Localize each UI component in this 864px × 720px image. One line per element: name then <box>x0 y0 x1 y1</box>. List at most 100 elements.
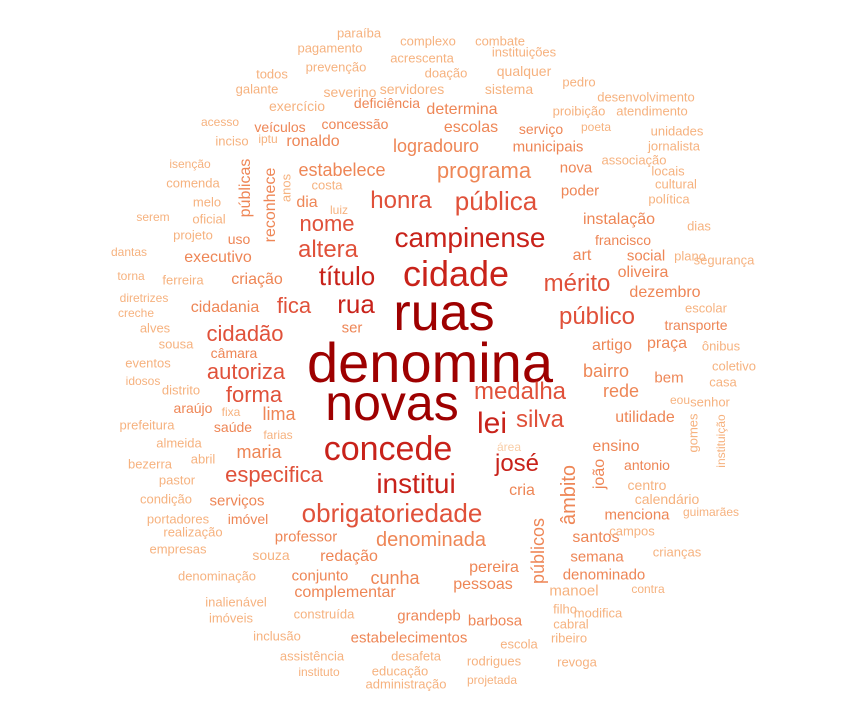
cloud-word: lei <box>476 407 508 440</box>
cloud-word: educação <box>371 663 429 679</box>
cloud-word: denomina <box>307 331 553 394</box>
cloud-word: conjunto <box>291 567 349 585</box>
cloud-word: rede <box>602 381 640 401</box>
cloud-word: portadores <box>146 511 210 527</box>
cloud-word: severino <box>323 84 377 100</box>
cloud-word: dezembro <box>629 284 701 301</box>
cloud-word: servidores <box>379 81 445 97</box>
cloud-word: realização <box>163 524 223 540</box>
cloud-word: saúde <box>213 419 253 435</box>
cloud-word: públicas <box>237 158 254 218</box>
cloud-word: públicos <box>528 517 548 585</box>
cloud-word: oliveira <box>617 264 669 281</box>
cloud-word: santos <box>572 529 620 546</box>
cloud-word: alves <box>139 320 171 336</box>
cloud-word: área <box>496 440 522 454</box>
cloud-word: prefeitura <box>119 417 175 433</box>
cloud-word: veículos <box>254 119 306 135</box>
cloud-word: unidades <box>650 123 704 139</box>
cloud-word: uso <box>227 231 251 247</box>
cloud-word: pedro <box>562 74 596 90</box>
cloud-word: cidade <box>402 253 510 294</box>
cloud-word: jornalista <box>647 138 701 154</box>
cloud-word: menciona <box>604 506 670 524</box>
cloud-word: utilidade <box>615 409 675 426</box>
cloud-word: especifica <box>225 462 323 487</box>
cloud-word: josé <box>494 450 540 477</box>
cloud-word: forma <box>225 382 283 407</box>
cloud-word: criação <box>231 271 283 288</box>
cloud-word: ensino <box>592 438 640 455</box>
cloud-word: executivo <box>184 249 252 266</box>
cloud-word: bairro <box>582 361 630 381</box>
cloud-word: campos <box>609 523 655 539</box>
cloud-word: centro <box>627 477 667 493</box>
cloud-word: transporte <box>664 317 728 333</box>
cloud-word: silva <box>515 406 565 433</box>
cloud-word: senhor <box>690 394 730 410</box>
cloud-word: deficiência <box>353 95 421 111</box>
cloud-word: condição <box>139 491 193 507</box>
cloud-word: serviços <box>209 492 265 510</box>
cloud-word: eventos <box>125 355 171 371</box>
cloud-word: poeta <box>580 120 612 134</box>
cloud-word: medalha <box>473 378 567 405</box>
cloud-word: pública <box>454 186 538 216</box>
cloud-word: logradouro <box>392 136 480 156</box>
cloud-word: municipais <box>512 138 584 156</box>
cloud-word: instalação <box>582 211 656 228</box>
cloud-word: torna <box>117 269 145 283</box>
cloud-word: luiz <box>329 203 349 217</box>
cloud-word: complementar <box>294 584 396 601</box>
cloud-word: associação <box>601 152 667 168</box>
cloud-word: título <box>318 261 376 291</box>
cloud-word: oficial <box>192 211 226 227</box>
cloud-word: professor <box>274 528 338 546</box>
cloud-word: nova <box>559 159 593 177</box>
cloud-word: programa <box>436 158 532 183</box>
cloud-word: projeto <box>173 227 213 243</box>
cloud-word: estabelecimentos <box>350 629 468 647</box>
cloud-word: proibição <box>552 103 606 119</box>
cloud-word: nome <box>299 211 355 236</box>
cloud-word: atendimento <box>616 103 688 119</box>
cloud-word: calendário <box>634 491 700 507</box>
cloud-word: imóveis <box>208 610 254 626</box>
cloud-word: dia <box>296 194 318 211</box>
cloud-word: público <box>558 303 636 330</box>
cloud-word: inalienável <box>205 594 267 610</box>
cloud-word: bem <box>654 369 684 387</box>
cloud-word: casa <box>709 374 737 390</box>
cloud-word: paraíba <box>336 25 382 41</box>
cloud-word: prevenção <box>305 59 367 75</box>
cloud-word: acrescenta <box>390 50 454 66</box>
cloud-word: concede <box>323 430 453 468</box>
cloud-word: costa <box>311 177 343 193</box>
cloud-word: filho <box>553 601 577 617</box>
cloud-word: pereira <box>469 559 519 576</box>
cloud-word: cabral <box>553 616 589 632</box>
cloud-word: almeida <box>156 435 202 451</box>
cloud-word: altera <box>297 236 359 263</box>
cloud-word: doação <box>424 65 468 81</box>
cloud-word: assistência <box>279 648 345 664</box>
cloud-word: cidadania <box>190 299 260 316</box>
cloud-word: pastor <box>158 472 196 488</box>
cloud-word: complexo <box>400 33 456 49</box>
cloud-word: projetada <box>466 673 518 687</box>
cloud-word: galante <box>235 81 279 97</box>
cloud-word: anos <box>278 173 294 203</box>
cloud-word: fica <box>276 293 312 318</box>
cloud-word: pagamento <box>297 40 363 56</box>
cloud-word: qualquer <box>496 63 552 79</box>
cloud-word: sousa <box>158 336 194 352</box>
cloud-word: rodrigues <box>466 653 522 669</box>
cloud-word: escolas <box>443 119 499 136</box>
cloud-word: câmara <box>210 345 258 361</box>
cloud-word: artigo <box>591 337 633 354</box>
cloud-word: denominado <box>562 566 646 584</box>
cloud-word: joão <box>591 458 608 490</box>
cloud-word: novas <box>325 375 459 431</box>
cloud-word: grandepb <box>397 607 461 625</box>
